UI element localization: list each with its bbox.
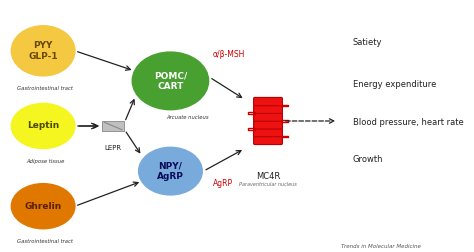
FancyBboxPatch shape	[254, 136, 283, 145]
Ellipse shape	[138, 147, 202, 195]
Text: Paraventricular nucleus: Paraventricular nucleus	[239, 182, 297, 187]
Text: AgRP: AgRP	[213, 179, 233, 188]
Text: MC4R: MC4R	[256, 172, 280, 181]
Text: Gastrointestinal tract: Gastrointestinal tract	[18, 86, 73, 91]
FancyBboxPatch shape	[254, 105, 283, 113]
FancyBboxPatch shape	[254, 121, 283, 129]
FancyBboxPatch shape	[254, 129, 283, 137]
Text: Satiety: Satiety	[353, 38, 383, 47]
Text: α/β-MSH: α/β-MSH	[213, 50, 245, 59]
Ellipse shape	[132, 52, 209, 110]
Text: PYY
GLP-1: PYY GLP-1	[28, 41, 58, 60]
Text: Trends in Molecular Medicine: Trends in Molecular Medicine	[341, 244, 421, 249]
Text: Growth: Growth	[353, 155, 383, 164]
Text: Energy expenditure: Energy expenditure	[353, 80, 436, 89]
Text: Leptin: Leptin	[27, 121, 59, 131]
Bar	[102, 121, 124, 131]
Text: Blood pressure, heart rate: Blood pressure, heart rate	[353, 118, 464, 127]
Ellipse shape	[11, 26, 75, 76]
Text: Gastrointestinal tract: Gastrointestinal tract	[18, 239, 73, 244]
Text: POMC/
CART: POMC/ CART	[154, 71, 187, 90]
Text: Ghrelin: Ghrelin	[25, 202, 62, 211]
Text: LEPR: LEPR	[105, 145, 122, 151]
Ellipse shape	[11, 103, 75, 149]
FancyBboxPatch shape	[254, 98, 283, 106]
Ellipse shape	[11, 184, 75, 229]
Text: NPY/
AgRP: NPY/ AgRP	[157, 162, 184, 181]
Text: Arcuate nucleus: Arcuate nucleus	[166, 115, 209, 120]
FancyBboxPatch shape	[254, 113, 283, 121]
Text: Adipose tissue: Adipose tissue	[26, 159, 64, 164]
